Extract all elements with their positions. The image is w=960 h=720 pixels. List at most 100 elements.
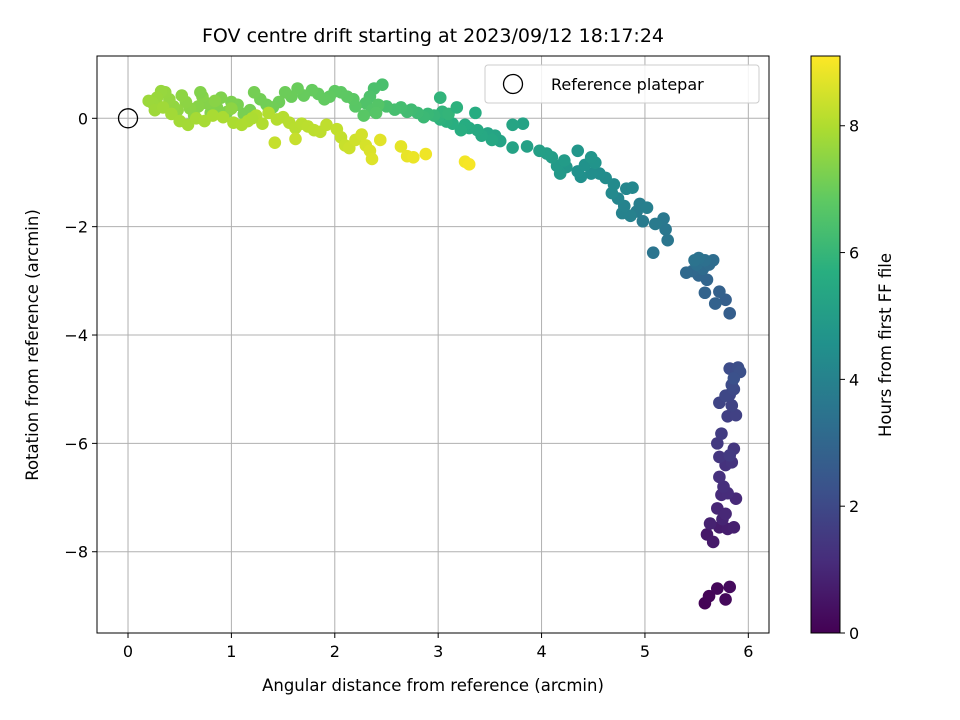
scatter-point xyxy=(462,158,476,171)
scatter-point xyxy=(520,140,534,153)
scatter-point xyxy=(557,154,571,167)
x-ticks: 0 1 2 3 4 5 6 xyxy=(123,633,753,661)
scatter-point xyxy=(433,91,447,105)
scatter-point xyxy=(646,246,660,259)
scatter-point xyxy=(729,408,743,422)
scatter-point xyxy=(648,217,662,231)
scatter-point xyxy=(216,110,230,124)
scatter-point xyxy=(626,181,639,194)
y-tick-label: −6 xyxy=(64,434,88,453)
colorbar-label: Hours from first FF file xyxy=(876,253,895,437)
scatter-point xyxy=(725,399,739,412)
scatter-point xyxy=(278,85,292,99)
scatter-point xyxy=(320,118,333,132)
legend-marker-open-circle xyxy=(502,73,524,95)
reference-marker xyxy=(117,108,139,129)
y-tick-label: 0 xyxy=(78,109,88,128)
x-tick-label: 3 xyxy=(433,642,443,661)
scatter-point xyxy=(373,133,387,147)
scatter-point xyxy=(706,535,720,549)
y-ticks: 0 −2 −4 −6 −8 xyxy=(64,109,97,562)
scatter-point xyxy=(584,167,598,180)
scatter-point xyxy=(533,144,546,158)
scatter-point xyxy=(715,427,728,440)
scatter-point xyxy=(717,480,730,494)
scatter-point xyxy=(719,593,732,606)
scatter-point xyxy=(256,117,269,131)
x-axis-label: Angular distance from reference (arcmin) xyxy=(262,676,604,695)
scatter-points xyxy=(142,78,747,610)
scatter-point xyxy=(142,94,155,108)
scatter-point xyxy=(394,140,408,153)
plot-area: 0 1 2 3 4 5 6 0 −2 −4 −6 −8 xyxy=(64,55,770,661)
scatter-point xyxy=(713,285,726,298)
scatter-point xyxy=(407,151,420,164)
scatter-point xyxy=(357,109,371,122)
y-tick-label: −4 xyxy=(64,326,88,345)
scatter-point xyxy=(723,448,737,462)
colorbar-ticks: 0 2 4 6 8 xyxy=(840,117,859,643)
legend: Reference platepar xyxy=(484,64,760,104)
scatter-point xyxy=(713,450,726,464)
scatter-point xyxy=(703,517,717,530)
colorbar-tick-label: 0 xyxy=(849,624,859,643)
scatter-point xyxy=(268,136,282,149)
colorbar-tick-label: 2 xyxy=(849,497,859,516)
scatter-point xyxy=(659,223,672,236)
scatter-point xyxy=(208,94,222,108)
x-tick-label: 5 xyxy=(640,642,650,661)
scatter-point xyxy=(711,582,724,595)
legend-label: Reference platepar xyxy=(551,75,704,94)
scatter-point xyxy=(679,266,693,280)
colorbar-tick-label: 4 xyxy=(849,370,859,389)
scatter-point xyxy=(640,201,654,214)
scatter-point xyxy=(506,118,519,132)
axes-frame xyxy=(96,55,770,634)
scatter-point xyxy=(516,117,530,131)
scatter-point xyxy=(708,297,722,310)
scatter-point xyxy=(485,133,499,147)
scatter-point xyxy=(225,102,238,115)
x-tick-label: 1 xyxy=(226,642,236,661)
scatter-point xyxy=(723,307,737,320)
scatter-point xyxy=(194,85,207,99)
grid-lines xyxy=(97,56,769,633)
reference-platepar-marker xyxy=(117,108,139,129)
scatter-point xyxy=(165,107,178,121)
scatter-point xyxy=(469,106,482,120)
scatter-point xyxy=(245,112,259,125)
scatter-point xyxy=(661,233,674,247)
scatter-point xyxy=(636,214,650,228)
y-tick-label: −8 xyxy=(64,543,88,562)
scatter-point xyxy=(727,372,741,385)
scatter-point xyxy=(365,152,379,166)
x-tick-label: 6 xyxy=(743,642,753,661)
scatter-point xyxy=(419,147,433,161)
colorbar: 0 2 4 6 8 Hours from first FF file xyxy=(810,55,895,643)
colorbar-tick-label: 8 xyxy=(849,117,859,136)
scatter-point xyxy=(711,437,724,450)
y-tick-label: −2 xyxy=(64,218,88,237)
legend-box xyxy=(484,64,760,104)
scatter-point xyxy=(571,144,585,158)
x-tick-label: 0 xyxy=(123,642,133,661)
scatter-point xyxy=(702,589,716,603)
colorbar-gradient xyxy=(810,55,841,634)
scatter-point xyxy=(713,470,726,484)
scatter-point xyxy=(727,521,741,534)
x-tick-label: 4 xyxy=(536,642,546,661)
chart-title: FOV centre drift starting at 2023/09/12 … xyxy=(202,25,664,47)
scatter-point xyxy=(369,106,383,120)
scatter-point xyxy=(206,109,220,122)
y-axis-label: Rotation from reference (arcmin) xyxy=(23,209,42,481)
scatter-point xyxy=(247,85,261,99)
scatter-point xyxy=(355,128,368,141)
scatter-point xyxy=(723,580,737,594)
scatter-point xyxy=(698,286,712,300)
scatter-point xyxy=(506,141,519,154)
scatter-point xyxy=(688,253,701,267)
scatter-point xyxy=(175,89,189,102)
colorbar-tick-label: 6 xyxy=(849,244,859,263)
scatter-point xyxy=(584,151,598,164)
